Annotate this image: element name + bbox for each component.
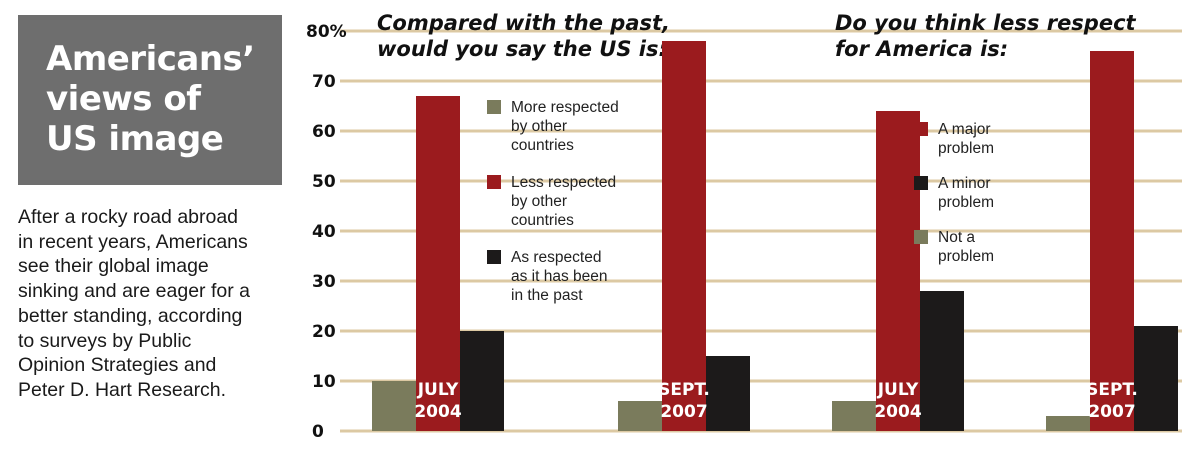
- legend-label: More respected: [511, 99, 619, 116]
- chart-question: for America is:: [835, 37, 1008, 61]
- bar: [1046, 416, 1090, 431]
- legend-label: Not a: [938, 229, 975, 246]
- bar: [832, 401, 876, 431]
- legend-swatch: [914, 122, 928, 136]
- title-box: Americans’ views of US image: [18, 15, 282, 185]
- y-tick-label: 20: [312, 322, 336, 342]
- legend-label: problem: [938, 248, 994, 265]
- legend-swatch: [487, 175, 501, 189]
- description-line: see their global image: [18, 255, 209, 278]
- description-line: Peter D. Hart Research.: [18, 378, 227, 401]
- category-label: SEPT.: [1086, 380, 1138, 400]
- legend-label: problem: [938, 140, 994, 157]
- y-tick-label: 40: [312, 222, 336, 242]
- y-tick-label: 50: [312, 172, 336, 192]
- chart-question: Do you think less respect: [835, 11, 1137, 35]
- legend-swatch: [487, 100, 501, 114]
- legend-label: A minor: [938, 175, 991, 192]
- y-tick-label: 70: [312, 72, 336, 92]
- legend-label: problem: [938, 194, 994, 211]
- bar: [372, 381, 416, 431]
- title-line: views of: [46, 79, 201, 119]
- description-line: Opinion Strategies and: [18, 354, 217, 377]
- description-line: better standing, according: [18, 304, 243, 327]
- bar: [920, 291, 964, 431]
- description-line: in recent years, Americans: [18, 230, 248, 253]
- category-label: 2004: [414, 402, 461, 422]
- legend-label: by other: [511, 118, 567, 135]
- legend-label: as it has been: [511, 268, 608, 285]
- legend-swatch: [914, 230, 928, 244]
- description-line: to surveys by Public: [18, 329, 192, 352]
- description: After a rocky road abroad in recent year…: [18, 205, 300, 403]
- legend-label: A major: [938, 121, 991, 138]
- category-label: 2007: [660, 402, 707, 422]
- y-tick-label: 10: [312, 372, 336, 392]
- bar: [416, 96, 460, 431]
- legend-label: Less respected: [511, 174, 616, 191]
- category-label: JULY: [417, 380, 459, 400]
- legend-swatch: [487, 250, 501, 264]
- category-label: SEPT.: [658, 380, 710, 400]
- legend-label: countries: [511, 137, 574, 154]
- legend-label: As respected: [511, 249, 601, 266]
- bar: [460, 331, 504, 431]
- y-tick-label: 60: [312, 122, 336, 142]
- y-tick-label: 0: [312, 422, 324, 442]
- bar: [1090, 51, 1134, 431]
- description-line: After a rocky road abroad: [18, 206, 239, 228]
- y-tick-label: 80%: [306, 22, 347, 42]
- category-label: 2007: [1088, 402, 1135, 422]
- legend-swatch: [914, 176, 928, 190]
- description-line: sinking and are eager for a: [18, 280, 250, 303]
- y-tick-label: 30: [312, 272, 336, 292]
- category-label: JULY: [877, 380, 919, 400]
- title-line: US image: [46, 119, 224, 159]
- legend-label: by other: [511, 193, 567, 210]
- bar: [662, 41, 706, 431]
- bar: [876, 111, 920, 431]
- legend-label: countries: [511, 212, 574, 229]
- bar: [706, 356, 750, 431]
- title-line: Americans’: [46, 39, 255, 79]
- chart-question: Compared with the past,: [377, 11, 670, 35]
- category-label: 2004: [874, 402, 921, 422]
- bar: [618, 401, 662, 431]
- legend-label: in the past: [511, 287, 583, 304]
- chart-question: would you say the US is:: [377, 37, 667, 61]
- bar: [1134, 326, 1178, 431]
